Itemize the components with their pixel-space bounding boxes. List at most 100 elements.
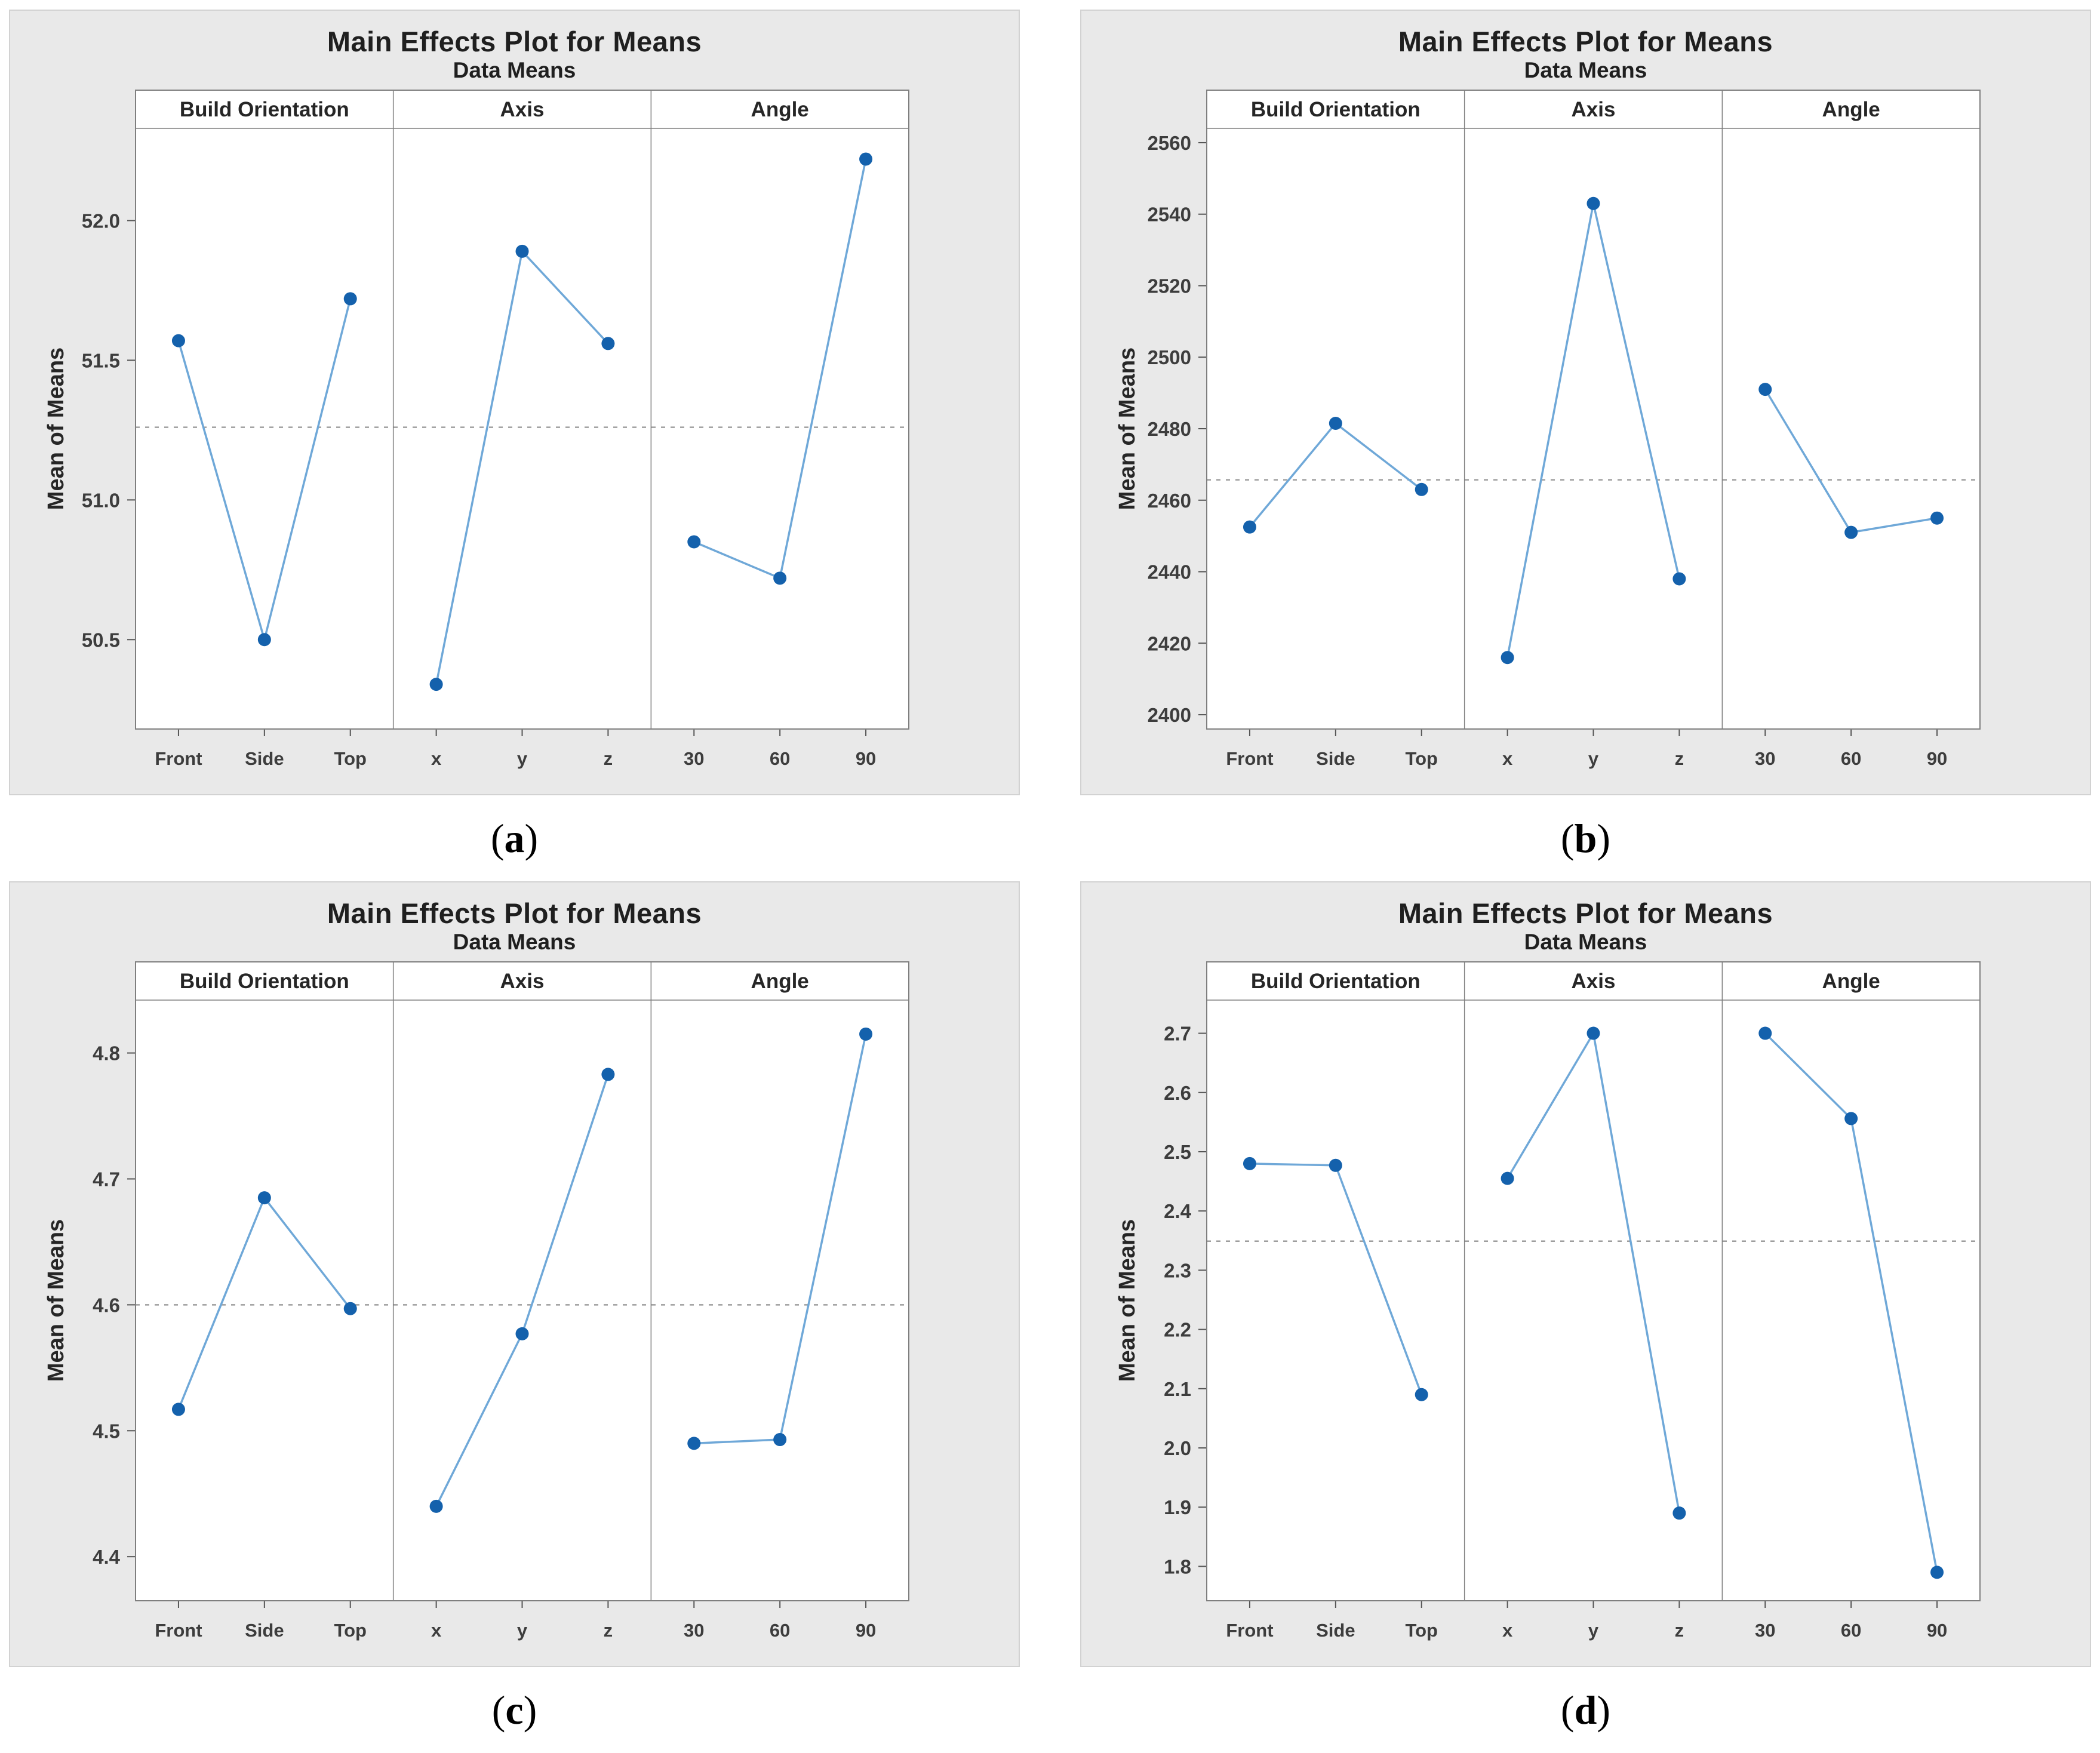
x-category-label: Side (1316, 1620, 1355, 1641)
figure-b: Main Effects Plot for Means Data Means M… (1080, 10, 2091, 881)
x-category-label: 30 (1755, 748, 1775, 769)
data-point-marker (1758, 383, 1772, 396)
plot-border (1206, 90, 1981, 730)
x-category-label: z (603, 1620, 613, 1641)
panel-header-label: Angle (1822, 98, 1880, 121)
caption-paren: ( (491, 1687, 506, 1733)
data-point-marker (171, 334, 185, 347)
y-axis-label: Mean of Means (44, 347, 69, 510)
data-point-marker (1243, 520, 1256, 534)
y-tick-label: 51.5 (81, 350, 119, 372)
y-tick-label: 2460 (1147, 490, 1191, 512)
data-point-marker (1501, 1171, 1514, 1185)
data-point-marker (1930, 511, 1944, 525)
y-tick-label: 52.0 (81, 210, 119, 232)
y-tick-label: 2.7 (1164, 1023, 1191, 1045)
data-point-marker (1243, 1157, 1256, 1170)
data-point-marker (1844, 1112, 1858, 1125)
data-point-marker (429, 678, 443, 691)
data-point-marker (1586, 196, 1600, 210)
data-point-marker (1586, 1026, 1600, 1040)
data-point-marker (859, 1028, 872, 1041)
y-tick-label: 2.4 (1164, 1200, 1192, 1222)
plot-border (134, 90, 909, 730)
data-point-marker (515, 1327, 528, 1341)
caption-paren: ( (1560, 815, 1575, 861)
figure-d: Main Effects Plot for Means Data Means M… (1080, 881, 2091, 1753)
x-category-label: 30 (684, 748, 704, 769)
data-point-marker (1930, 1566, 1944, 1579)
x-category-label: x (1502, 1620, 1512, 1641)
figure-c: Main Effects Plot for Means Data Means M… (9, 881, 1020, 1753)
x-category-label: 60 (1840, 1620, 1861, 1641)
x-category-label: 30 (1755, 1620, 1775, 1641)
panel-header-label: Angle (751, 98, 808, 121)
plot-background (1206, 962, 1980, 1601)
x-category-label: Front (1226, 748, 1273, 769)
data-point-marker (773, 1433, 786, 1447)
caption-letter: a (504, 815, 525, 861)
main-effects-plot-c: Mean of Means 4.4 4.5 4.6 4.7 4.8 Build Orient… (44, 961, 909, 1641)
chart-title: Main Effects Plot for Means (1398, 26, 1773, 57)
data-point-marker (1501, 651, 1514, 665)
x-category-label: x (431, 748, 441, 769)
data-point-marker (773, 571, 786, 585)
y-tick-label: 2520 (1147, 275, 1191, 297)
caption-letter: b (1574, 815, 1597, 861)
caption-paren: ( (490, 815, 505, 861)
data-point-marker (1329, 1158, 1342, 1172)
data-point-marker (687, 1437, 700, 1450)
y-tick-label: 2.6 (1164, 1082, 1191, 1104)
y-tick-label: 4.8 (93, 1042, 120, 1065)
panel-header-label: Angle (1822, 970, 1880, 993)
y-tick-label: 4.6 (93, 1294, 120, 1317)
data-point-marker (515, 245, 528, 259)
data-point-marker (687, 535, 700, 549)
y-axis-label: Mean of Means (1115, 1219, 1140, 1382)
y-tick-label: 2480 (1147, 418, 1191, 440)
x-category-label: Top (334, 1620, 367, 1641)
chart-title: Main Effects Plot for Means (327, 26, 702, 57)
x-category-label: y (1588, 1620, 1598, 1641)
y-tick-label: 2500 (1147, 346, 1191, 368)
x-category-label: 30 (684, 1620, 704, 1641)
data-point-marker (1758, 1026, 1772, 1040)
caption-paren: ( (1560, 1687, 1575, 1733)
caption-letter: c (505, 1687, 524, 1733)
plot-background (135, 90, 909, 730)
panel-header-label: Axis (500, 970, 544, 993)
plot-border (1206, 961, 1981, 1602)
y-tick-label: 2.1 (1164, 1378, 1191, 1400)
x-category-label: Front (155, 748, 202, 769)
y-tick-label: 2.3 (1164, 1260, 1191, 1282)
chart-subtitle: Data Means (1524, 57, 1647, 82)
x-category-label: Side (245, 1620, 284, 1641)
x-category-label: Top (1405, 1620, 1438, 1641)
data-point-marker (343, 292, 357, 306)
x-category-label: y (516, 748, 527, 769)
x-category-label: Front (155, 1620, 202, 1641)
data-point-marker (343, 1302, 357, 1315)
x-category-label: Side (245, 748, 284, 769)
y-axis-label: Mean of Means (1115, 347, 1140, 510)
data-point-marker (601, 337, 614, 350)
x-category-label: 60 (769, 1620, 789, 1641)
panel-header-label: Build Orientation (1250, 98, 1420, 121)
panel-header-label: Axis (1571, 970, 1615, 993)
panel-header-label: Build Orientation (1250, 970, 1420, 993)
y-tick-label: 4.7 (93, 1168, 120, 1191)
y-tick-label: 2560 (1147, 132, 1191, 154)
data-point-marker (429, 1499, 443, 1513)
chart-title: Main Effects Plot for Means (1398, 897, 1773, 929)
data-point-marker (257, 1191, 271, 1205)
figure-caption-a: (a) (9, 795, 1020, 881)
y-tick-label: 2.5 (1164, 1141, 1191, 1163)
minitab-chart-card-d: Main Effects Plot for Means Data Means M… (1080, 881, 2091, 1667)
plot-background (1206, 90, 1980, 730)
panel-header-label: Build Orientation (179, 970, 349, 993)
y-tick-label: 51.0 (81, 489, 119, 511)
caption-paren: ) (523, 1687, 537, 1733)
plot-border (134, 961, 909, 1602)
data-point-marker (601, 1068, 614, 1081)
panel-header-label: Axis (500, 98, 544, 121)
